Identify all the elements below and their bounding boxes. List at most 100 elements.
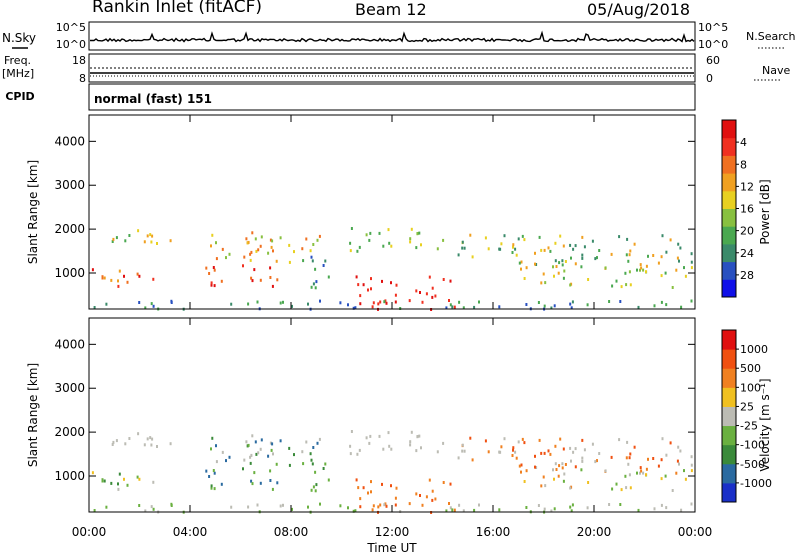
heatmap-cell [660,274,663,278]
heatmap-cell [469,436,472,440]
heatmap-cell [379,300,382,304]
heatmap-cell [257,451,260,455]
heatmap-cell [415,492,418,496]
heatmap-cell [377,302,380,306]
heatmap-cell [169,239,172,243]
heatmap-cell [562,244,565,248]
colorbar-segment [722,368,736,388]
heatmap-cell [279,439,282,443]
nsky-tick-bottom: 10^0 [56,38,86,51]
heatmap-cell [581,456,584,460]
heatmap-cell [93,306,96,309]
heatmap-cell [270,245,273,249]
heatmap-cell [572,247,575,251]
heatmap-cell [170,301,173,304]
heatmap-cell [629,452,632,456]
heatmap-cell [271,239,274,243]
heatmap-cell [249,258,252,262]
heatmap-cell [230,505,233,509]
heatmap-cell [557,474,560,478]
heatmap-cell [596,459,598,463]
heatmap-cell [368,441,371,445]
station-title: Rankin Inlet (fitACF) [92,0,263,17]
heatmap-cell [359,294,362,298]
heatmap-cell [309,249,312,253]
heatmap-cell [259,481,262,485]
heatmap-cell [570,459,572,463]
heatmap-cell [211,233,214,237]
heatmap-cell [359,302,362,306]
heatmap-cell [314,267,317,271]
heatmap-cell [512,446,515,450]
heatmap-cell [540,484,543,488]
power-yticks: 1000 2000 3000 4000 [54,134,695,280]
heatmap-cell [514,247,517,251]
heatmap-cell [355,275,358,279]
heatmap-cell [349,452,352,456]
velocity-colorbar: 1000 500 100 25 -25 -100 -500 -1000 [721,329,772,503]
heatmap-cell [117,482,119,486]
heatmap-cell [684,274,687,278]
heatmap-cell [449,482,452,486]
heatmap-cell [279,301,282,305]
heatmap-cell [690,455,693,459]
heatmap-cell [637,305,640,309]
heatmap-cell [301,450,304,454]
heatmap-cell [664,271,667,275]
heatmap-cell [683,469,685,473]
x-axis: 00:00 04:00 08:00 12:00 16:00 20:00 00:00 [72,115,713,539]
x-tick-label: 00:00 [678,525,713,539]
heatmap-cell [420,446,422,450]
heatmap-cell [210,486,213,490]
heatmap-cell [378,434,381,438]
heatmap-cell [626,440,629,444]
heatmap-cell [620,285,623,289]
nsky-label: N.Sky [2,31,36,45]
heatmap-cell [381,279,383,283]
heatmap-cell [388,241,391,245]
velocity-ylabel: Slant Range [km] [26,363,40,467]
heatmap-cell [312,282,315,286]
heatmap-cell [347,303,349,307]
heatmap-cell [365,436,368,440]
heatmap-cell [314,286,317,290]
heatmap-cell [152,304,155,308]
heatmap-cell [312,446,315,449]
heatmap-cell [169,442,172,446]
heatmap-cell [213,487,216,491]
heatmap-cell [394,503,397,507]
heatmap-cell [581,253,584,257]
heatmap-cell [462,509,465,513]
heatmap-cell [111,240,114,243]
heatmap-cell [624,271,627,275]
heatmap-cell [352,509,355,513]
heatmap-cell [642,471,645,475]
heatmap-cell [215,460,218,464]
heatmap-cell [249,461,252,465]
heatmap-cell [301,247,304,251]
heatmap-cell [269,238,272,242]
heatmap-cell [357,486,360,490]
heatmap-cell [611,284,614,288]
heatmap-cell [247,240,250,244]
y-tick-label: 2000 [54,222,85,236]
heatmap-cell [553,477,555,481]
heatmap-cell [357,283,360,287]
heatmap-cell [660,458,663,462]
heatmap-cell [451,305,454,309]
heatmap-cell [571,300,574,304]
heatmap-cell [583,245,586,249]
heatmap-cell [111,443,114,446]
heatmap-cell [627,462,630,466]
heatmap-cell [318,234,321,238]
heatmap-cell [628,473,631,477]
heatmap-cell [370,277,372,281]
heatmap-cell [307,505,309,509]
x-tick-label: 00:00 [72,525,107,539]
heatmap-cell [371,305,374,309]
heatmap-cell [377,505,380,509]
heatmap-cell [553,304,556,308]
heatmap-cell [256,503,259,507]
heatmap-cell [220,482,223,486]
heatmap-cell [640,266,643,270]
